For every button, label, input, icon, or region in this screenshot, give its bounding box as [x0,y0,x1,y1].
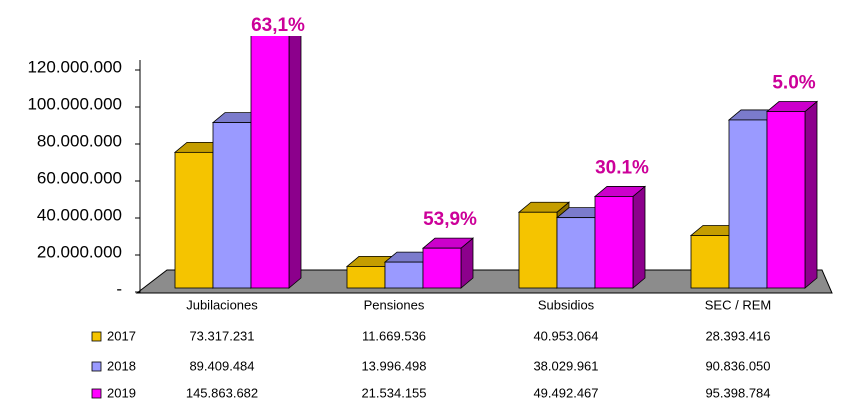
y-tick-label: 40.000.000 [37,205,122,224]
table-cell: 89.409.484 [189,358,254,373]
x-tick-label: Jubilaciones [186,297,258,312]
legend-swatch [91,388,102,399]
bar [728,119,768,289]
legend-label: 2019 [107,385,136,400]
bar [766,111,806,289]
y-tick-label: 100.000.000 [27,94,122,113]
y-tick-label: - [116,279,122,298]
annotation: 53,9% [423,209,477,230]
annotation: 30.1% [595,157,649,178]
floor [135,269,833,294]
y-tick-label: 120.000.000 [27,57,122,76]
y-tick-label: 80.000.000 [37,131,122,150]
annotation: 5.0% [772,73,815,94]
bar [250,36,290,289]
table-cell: 49.492.467 [533,385,598,400]
bar [518,211,558,289]
x-tick-label: Subsidios [538,297,595,312]
bar [346,266,386,289]
table-cell: 11.669.536 [362,328,426,343]
bar-side [804,100,818,289]
table-cell: 38.029.961 [533,358,598,373]
table-cell: 73.317.231 [189,328,254,343]
bar [690,235,730,289]
table-cell: 28.393.416 [705,328,770,343]
table-cell: 95.398.784 [705,385,770,400]
y-tick-label: 60.000.000 [37,168,122,187]
y-tick-label: 20.000.000 [37,242,122,261]
table-cell: 21.534.155 [361,385,426,400]
bar [384,261,424,289]
x-tick-label: Pensiones [364,297,425,312]
bar [556,217,596,289]
legend-label: 2017 [107,328,136,343]
bar [174,151,214,289]
bar [594,196,634,289]
bar [422,247,462,289]
legend-label: 2018 [107,358,136,373]
table-cell: 90.836.050 [705,358,770,373]
table-cell: 145.863.682 [186,385,258,400]
table-cell: 13.996.498 [361,358,426,373]
table-cell: 40.953.064 [533,328,598,343]
bars [173,36,819,289]
bar [212,122,252,289]
x-tick-label: SEC / REM [705,297,771,312]
bar-side [632,185,646,289]
legend-swatch [91,361,102,372]
bar-side [288,36,302,289]
annotation: 63,1% [251,15,305,36]
legend-swatch [91,331,102,342]
